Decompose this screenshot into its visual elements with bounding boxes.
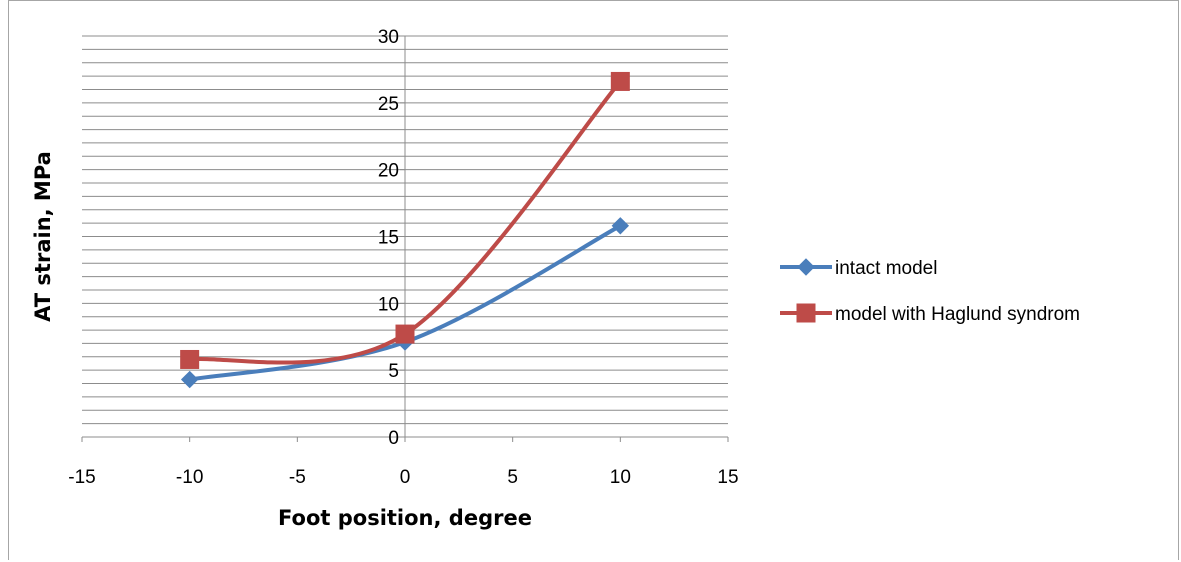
y-tick-label: 30	[378, 27, 399, 48]
data-point	[611, 217, 630, 235]
y-tick-label: 5	[388, 361, 399, 382]
y-tick-label: 15	[378, 228, 399, 249]
x-axis-ticks: -15 -10 -5 0 5 10 15	[68, 437, 739, 488]
x-tick-label: 10	[610, 467, 631, 488]
x-axis-title: Foot position, degree	[278, 506, 532, 530]
legend-item: intact model	[780, 258, 937, 279]
legend-item: model with Haglund syndrom	[780, 303, 1080, 325]
x-tick-label: -15	[68, 467, 95, 488]
y-tick-label: 0	[388, 428, 399, 449]
legend: intact model model with Haglund syndrom	[780, 258, 1080, 325]
y-axis-title: AT strain, MPa	[31, 151, 55, 322]
y-tick-label: 20	[378, 161, 399, 182]
y-axis-ticks: 0 5 10 15 20 25 30	[378, 27, 405, 449]
chart-frame	[8, 0, 1179, 560]
x-tick-label: 5	[507, 467, 518, 488]
legend-diamond-marker	[797, 258, 815, 276]
data-point	[180, 370, 199, 389]
legend-square-marker	[796, 303, 816, 323]
x-tick-label: 15	[717, 467, 738, 488]
x-tick-label: 0	[400, 467, 411, 488]
y-tick-label: 25	[378, 94, 399, 115]
legend-label: intact model	[835, 258, 937, 279]
x-tick-label: -10	[176, 467, 203, 488]
series-2	[180, 71, 630, 369]
x-tick-label: -5	[289, 467, 306, 488]
data-point	[610, 71, 630, 91]
data-point	[180, 349, 200, 369]
data-point	[395, 324, 415, 344]
legend-label: model with Haglund syndrom	[835, 304, 1080, 325]
y-tick-label: 10	[378, 294, 399, 315]
series-layer	[180, 71, 630, 389]
